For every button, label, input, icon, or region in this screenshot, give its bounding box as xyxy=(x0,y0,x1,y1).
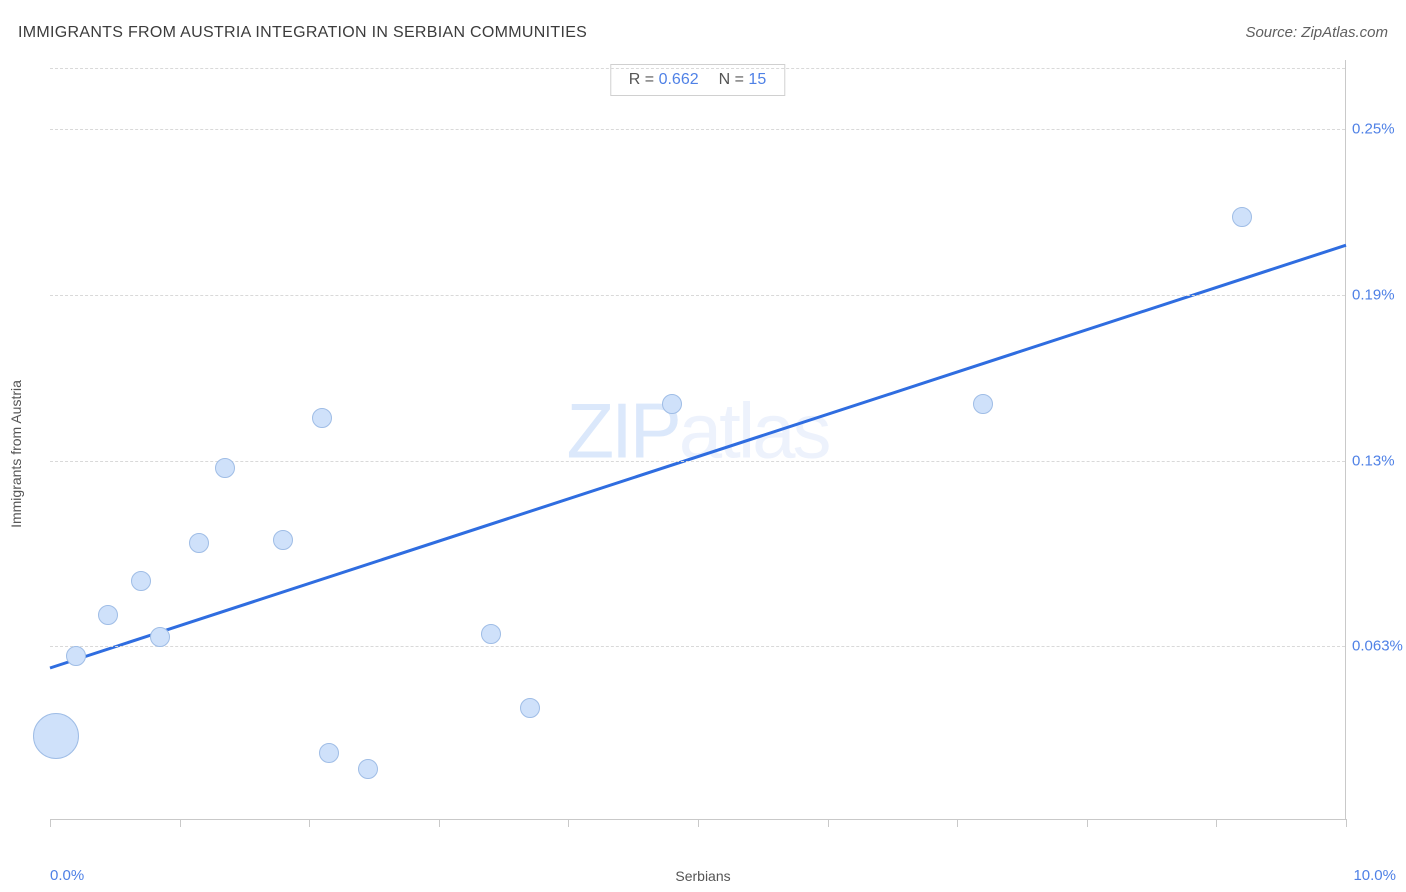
x-max-label: 10.0% xyxy=(1353,867,1396,884)
x-tick xyxy=(1087,819,1088,827)
x-tick xyxy=(568,819,569,827)
trendline xyxy=(50,60,1345,819)
data-point xyxy=(319,743,339,763)
y-tick-label: 0.13% xyxy=(1352,452,1406,469)
data-point xyxy=(189,533,209,553)
data-point xyxy=(150,627,170,647)
data-point xyxy=(312,408,332,428)
y-tick-label: 0.063% xyxy=(1352,637,1406,654)
gridline xyxy=(50,646,1345,647)
x-tick xyxy=(1346,819,1347,827)
x-min-label: 0.0% xyxy=(50,867,84,884)
x-tick xyxy=(180,819,181,827)
y-tick-label: 0.25% xyxy=(1352,121,1406,138)
data-point xyxy=(520,698,540,718)
x-tick xyxy=(1216,819,1217,827)
data-point xyxy=(131,571,151,591)
x-tick xyxy=(50,819,51,827)
data-point xyxy=(215,458,235,478)
gridline xyxy=(50,295,1345,296)
gridline xyxy=(50,129,1345,130)
x-tick xyxy=(439,819,440,827)
data-point xyxy=(662,394,682,414)
gridline xyxy=(50,68,1345,69)
x-tick xyxy=(828,819,829,827)
x-tick xyxy=(698,819,699,827)
data-point xyxy=(98,605,118,625)
data-point xyxy=(66,646,86,666)
y-axis-title: Immigrants from Austria xyxy=(8,380,24,528)
source-attribution: Source: ZipAtlas.com xyxy=(1245,24,1388,41)
chart-title: IMMIGRANTS FROM AUSTRIA INTEGRATION IN S… xyxy=(18,24,587,42)
data-point xyxy=(481,624,501,644)
x-tick xyxy=(957,819,958,827)
x-axis-title: Serbians xyxy=(675,868,730,884)
data-point xyxy=(33,713,79,759)
data-point xyxy=(973,394,993,414)
y-tick-label: 0.19% xyxy=(1352,286,1406,303)
data-point xyxy=(1232,207,1252,227)
gridline xyxy=(50,461,1345,462)
x-tick xyxy=(309,819,310,827)
data-point xyxy=(358,759,378,779)
plot-area: ZIPatlas R = 0.662 N = 15 0.063%0.13%0.1… xyxy=(50,60,1346,820)
data-point xyxy=(273,530,293,550)
